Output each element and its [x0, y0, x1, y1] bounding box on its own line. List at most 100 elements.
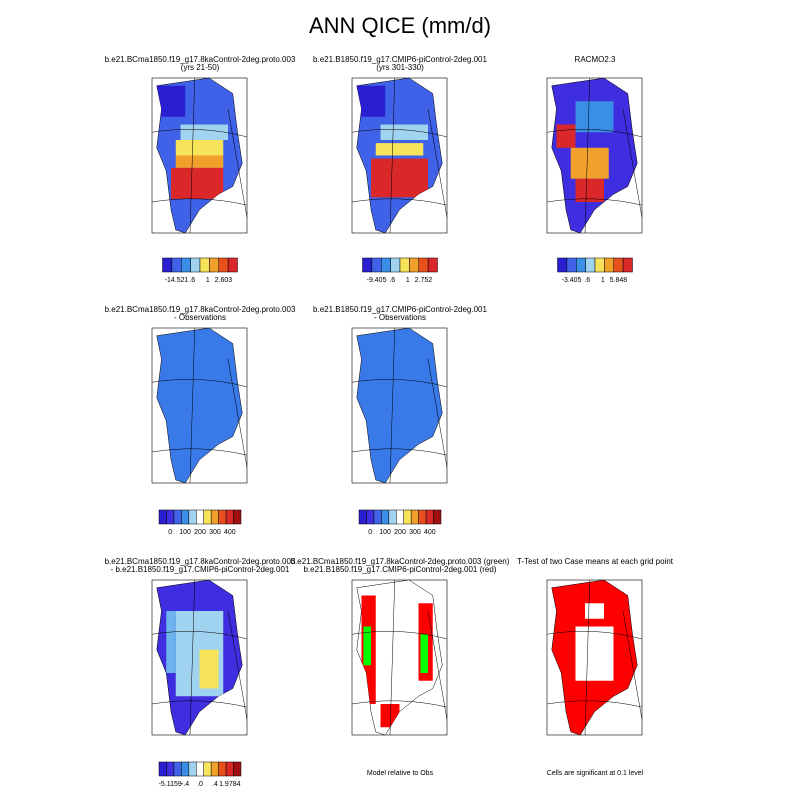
colorbar-cell — [162, 257, 173, 273]
map-cell — [585, 603, 604, 619]
map-cell — [375, 143, 424, 156]
panel-title: (yrs 21-50) — [181, 63, 220, 72]
map-cell — [575, 178, 604, 202]
map-cell — [380, 124, 428, 140]
map — [151, 579, 248, 736]
colorbar-cell — [409, 257, 419, 273]
map-cell — [575, 626, 614, 681]
colorbar-cell — [158, 509, 167, 525]
colorbar-cell — [362, 257, 373, 273]
colorbar-label: 400 — [224, 529, 236, 536]
colorbar-cell — [210, 509, 219, 525]
map-cell — [175, 155, 224, 168]
map — [151, 77, 248, 234]
panel-title: - Observations — [374, 313, 426, 322]
colorbar-cell — [585, 257, 596, 273]
colorbar-cell — [199, 257, 210, 273]
colorbar-cell — [418, 257, 429, 273]
map — [546, 77, 643, 234]
colorbar-cell — [225, 761, 234, 777]
colorbar-label: 300 — [409, 529, 421, 536]
colorbar-label: 300 — [209, 529, 221, 536]
map-cell — [166, 611, 176, 673]
colorbar-cell — [622, 257, 633, 273]
colorbar-cell — [381, 257, 391, 273]
map-cell — [371, 158, 428, 198]
colorbar-label: 2.752 — [415, 277, 433, 284]
colorbar-cell — [427, 257, 438, 273]
colorbar-cell — [390, 257, 401, 273]
colorbar-cell — [196, 761, 204, 777]
colorbar-label: 200 — [394, 529, 406, 536]
panel-title: b.e21.B1850.f19_g17.CMIP6-piControl-2deg… — [303, 565, 496, 574]
colorbar-cell — [418, 509, 427, 525]
colorbar-label: 1 — [406, 277, 410, 284]
map — [546, 579, 643, 736]
colorbar-label: .6 — [189, 277, 195, 284]
colorbar-label: .6 — [584, 277, 590, 284]
colorbar-label: 2.603 — [215, 277, 233, 284]
map — [151, 327, 248, 484]
map-cell — [363, 626, 371, 666]
panel-title: (yrs 301-330) — [376, 63, 424, 72]
colorbar-label: .0 — [197, 781, 203, 788]
map-cell — [575, 101, 614, 133]
colorbar-cell — [227, 257, 238, 273]
colorbar-label: 100 — [179, 529, 191, 536]
colorbar-cell — [166, 509, 175, 525]
panel-title: RACMO2.3 — [575, 55, 616, 64]
map-cell — [156, 85, 186, 117]
colorbar-cell — [594, 257, 605, 273]
map — [351, 579, 448, 736]
colorbar-cell — [604, 257, 614, 273]
colorbar-label: .4 — [212, 781, 218, 788]
graticule — [546, 579, 643, 736]
graticule — [546, 77, 643, 234]
colorbar-cell — [190, 257, 201, 273]
map — [351, 327, 448, 484]
colorbar-cell — [181, 257, 191, 273]
colorbar-cell — [173, 761, 182, 777]
colorbar-cell — [233, 509, 242, 525]
panel-title: T-Test of two Case means at each grid po… — [517, 557, 674, 566]
colorbar-cell — [233, 761, 242, 777]
map-cell — [420, 634, 428, 673]
map-cell — [175, 140, 224, 156]
colorbar-label: 200 — [194, 529, 206, 536]
graticule — [351, 579, 448, 736]
colorbar-cell — [396, 509, 404, 525]
footnote: Cells are significant at 0.1 level — [547, 770, 644, 777]
colorbar-label: 100 — [379, 529, 391, 536]
colorbar-cell — [225, 509, 234, 525]
colorbar-cell — [399, 257, 410, 273]
colorbar-cell — [358, 509, 367, 525]
colorbar-cell — [403, 509, 412, 525]
colorbar-cell — [366, 509, 375, 525]
panel-title: b.e21.B1850.f19_g17.CMIP6-piControl-2deg… — [313, 55, 487, 64]
colorbar-cell — [381, 509, 390, 525]
map-cell — [180, 124, 228, 140]
colorbar-label: 0 — [168, 529, 172, 536]
colorbar-cell — [209, 257, 219, 273]
colorbar-cell — [188, 761, 197, 777]
colorbar-cell — [171, 257, 182, 273]
colorbar-cell — [196, 509, 204, 525]
colorbar-cell — [166, 761, 175, 777]
colorbar-cell — [613, 257, 624, 273]
colorbar-cell — [373, 509, 382, 525]
graticule — [151, 77, 248, 234]
colorbar-cell — [210, 761, 219, 777]
map — [351, 77, 448, 234]
map-cell — [171, 167, 224, 199]
colorbar-cell — [158, 761, 167, 777]
footnote: Model relative to Obs — [367, 770, 434, 777]
graticule — [151, 579, 248, 736]
colorbar-label: 1 — [601, 277, 605, 284]
colorbar-label: 400 — [424, 529, 436, 536]
colorbar-cell — [566, 257, 577, 273]
panel-title: b.e21.BCma1850.f19_g17.8kaControl-2deg.p… — [105, 557, 296, 566]
colorbar-label: 1 — [206, 277, 210, 284]
colorbar-cell — [371, 257, 382, 273]
figure-title: ANN QICE (mm/d) — [309, 13, 491, 38]
